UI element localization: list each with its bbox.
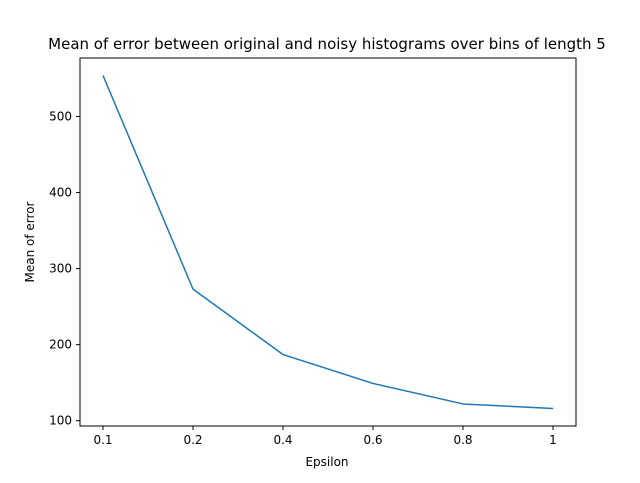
x-tick-label: 1 [549, 433, 557, 447]
x-tick-label: 0.4 [273, 433, 292, 447]
y-tick-label: 200 [49, 338, 72, 352]
y-tick-label: 100 [49, 414, 72, 428]
y-axis-label: Mean of error [23, 201, 37, 282]
y-tick-label: 400 [49, 186, 72, 200]
x-axis: 0.1 0.2 0.4 0.6 0.8 1 [93, 426, 557, 447]
x-tick-label: 0.1 [93, 433, 112, 447]
x-axis-label: Epsilon [305, 455, 348, 469]
x-tick-label: 0.2 [183, 433, 202, 447]
x-tick-label: 0.8 [453, 433, 472, 447]
y-tick-label: 300 [49, 262, 72, 276]
y-tick-label: 500 [49, 110, 72, 124]
chart-title: Mean of error between original and noisy… [48, 35, 606, 53]
series-line [102, 75, 554, 410]
plot-area [79, 57, 577, 427]
y-axis: 100 200 300 400 500 [49, 110, 80, 428]
x-tick-label: 0.6 [363, 433, 382, 447]
